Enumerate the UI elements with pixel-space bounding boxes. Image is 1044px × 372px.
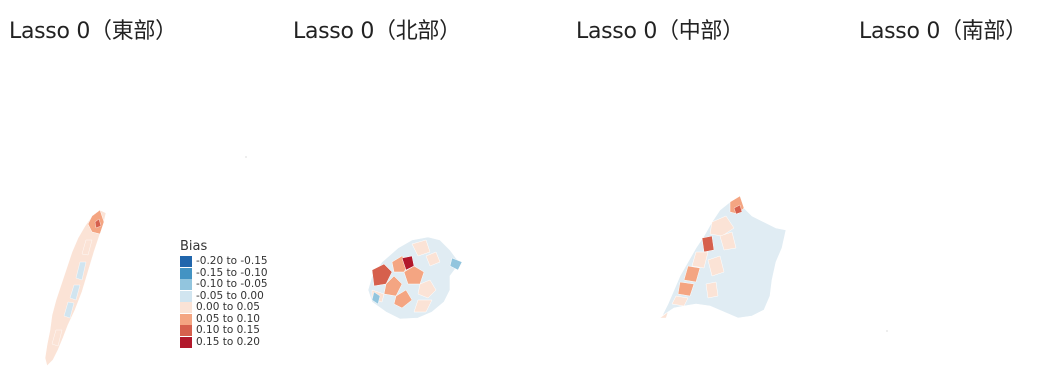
legend-item: 0.00 to 0.05 [180, 302, 268, 314]
legend-rows: -0.20 to -0.15 -0.15 to -0.10 -0.10 to -… [180, 256, 268, 348]
legend-swatch [180, 325, 192, 337]
legend-label: 0.00 to 0.05 [196, 301, 260, 314]
legend-item: -0.05 to 0.00 [180, 289, 268, 303]
legend-item: 0.05 to 0.10 [180, 312, 268, 326]
legend-swatch [180, 256, 192, 268]
legend-swatch [180, 267, 192, 279]
legend-item: -0.10 to -0.05 [180, 279, 268, 291]
legend-item: 0.10 to 0.15 [180, 325, 268, 337]
legend-item: 0.15 to 0.20 [180, 335, 268, 349]
map-speck [245, 156, 247, 158]
legend-label: -0.20 to -0.15 [196, 255, 268, 268]
legend-swatch [180, 336, 192, 348]
map-north-region [367, 236, 463, 320]
map-central-region [659, 195, 787, 319]
legend-label: 0.05 to 0.10 [196, 312, 260, 325]
legend-swatch [180, 302, 192, 314]
legend-label: -0.05 to 0.00 [196, 289, 264, 302]
legend-label: -0.10 to -0.05 [196, 278, 268, 291]
legend-label: 0.15 to 0.20 [196, 335, 260, 348]
map-speck [886, 330, 888, 332]
legend-swatch [180, 279, 192, 291]
panel-title-south: Lasso 0（南部） [859, 19, 1027, 44]
map-east-region [44, 209, 107, 367]
legend-label: -0.15 to -0.10 [196, 266, 268, 279]
legend-swatch [180, 290, 192, 302]
legend-item: -0.15 to -0.10 [180, 266, 268, 280]
legend-label: 0.10 to 0.15 [196, 324, 260, 337]
legend-title: Bias [180, 239, 208, 254]
panel-title-north: Lasso 0（北部） [293, 19, 461, 44]
legend-swatch [180, 313, 192, 325]
bias-legend: Bias -0.20 to -0.15 -0.15 to -0.10 -0.10… [180, 240, 268, 348]
panel-title-east: Lasso 0（東部） [9, 19, 177, 44]
legend-item: -0.20 to -0.15 [180, 256, 268, 268]
panel-title-central: Lasso 0（中部） [576, 19, 744, 44]
